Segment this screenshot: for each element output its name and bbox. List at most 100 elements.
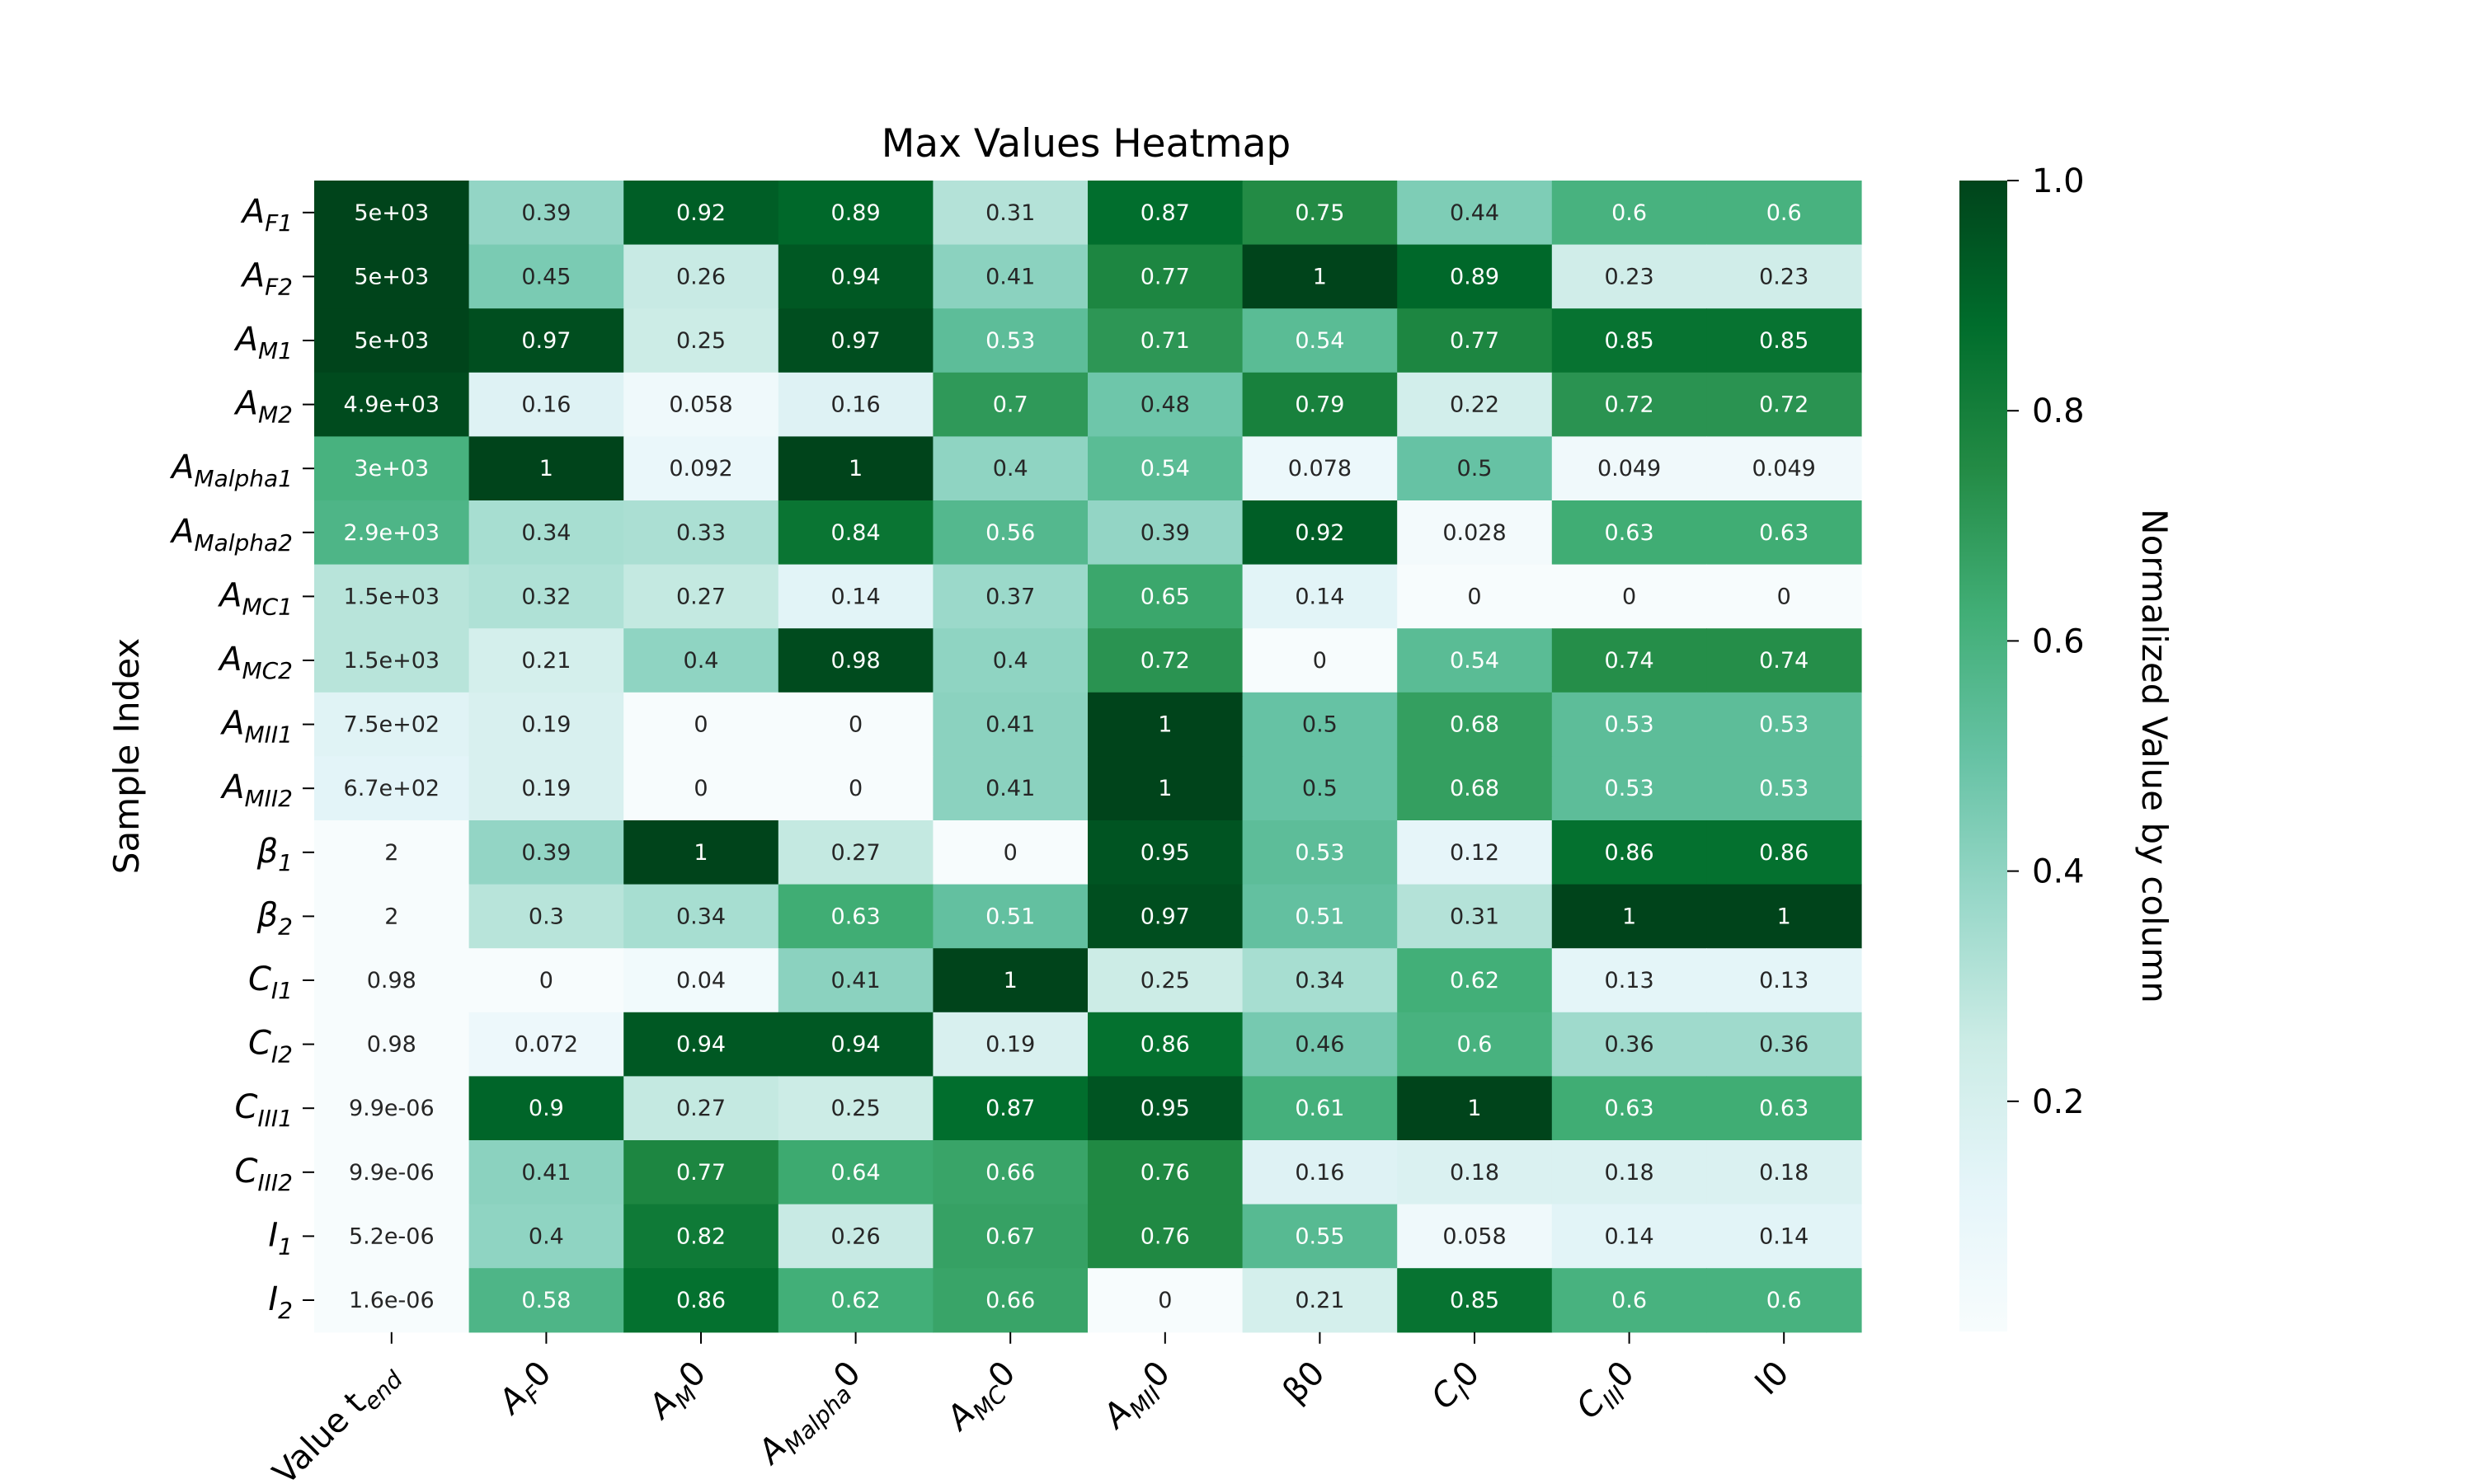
cell-value-label: 0.33 xyxy=(676,520,726,546)
cell-value-label: 0.63 xyxy=(1605,520,1654,546)
heatmap-cell xyxy=(1088,1204,1244,1269)
cell-value-label: 0.77 xyxy=(676,1160,726,1186)
cell-value-label: 0.82 xyxy=(676,1223,726,1249)
cell-value-label: 0.86 xyxy=(1605,840,1654,866)
cell-value-label: 0.6 xyxy=(1611,200,1647,226)
colorbar-tick-label: 0.2 xyxy=(2032,1083,2085,1121)
heatmap-cell xyxy=(623,756,779,821)
cell-value-label: 0 xyxy=(1467,584,1481,609)
heatmap-cell xyxy=(1088,1140,1244,1205)
heatmap-cell xyxy=(1551,436,1707,501)
heatmap-cell xyxy=(1706,1076,1862,1141)
heatmap-cell xyxy=(1242,244,1398,309)
heatmap-cell xyxy=(623,628,779,693)
heatmap-cell xyxy=(623,884,779,949)
heatmap-cell xyxy=(933,500,1089,566)
cell-value-label: 0.86 xyxy=(676,1288,726,1313)
heatmap-cell xyxy=(1706,692,1862,757)
cell-value-label: 7.5e+02 xyxy=(344,712,440,738)
cell-value-label: 0.04 xyxy=(676,968,726,993)
heatmap-cell xyxy=(778,884,934,949)
heatmap-cell xyxy=(1551,500,1707,566)
heatmap-cell xyxy=(314,884,470,949)
cell-value-label: 0.66 xyxy=(985,1288,1035,1313)
cell-value-label: 0.34 xyxy=(676,904,726,929)
cell-value-label: 0.078 xyxy=(1288,456,1352,481)
row-label: AF2 xyxy=(240,256,293,300)
cell-value-label: 0.53 xyxy=(1605,776,1654,801)
heatmap-cell xyxy=(1551,756,1707,821)
heatmap-cell xyxy=(623,1268,779,1333)
heatmap-cell xyxy=(468,820,624,885)
cell-value-label: 0.31 xyxy=(1450,904,1499,929)
cell-value-label: 0.058 xyxy=(1442,1223,1506,1249)
heatmap-cell xyxy=(933,756,1089,821)
cell-value-label: 1.5e+03 xyxy=(344,648,440,674)
heatmap-cell xyxy=(623,692,779,757)
heatmap-cell xyxy=(1242,181,1398,246)
cell-value-label: 0 xyxy=(694,776,708,801)
colorbar-tick-label: 0.6 xyxy=(2032,622,2085,660)
heatmap-cell xyxy=(1706,308,1862,373)
cell-value-label: 1 xyxy=(1004,968,1018,993)
cell-value-label: 0.049 xyxy=(1597,456,1661,481)
heatmap-cell xyxy=(1706,564,1862,629)
heatmap-cell xyxy=(1706,756,1862,821)
cell-value-label: 0.39 xyxy=(521,200,571,226)
heatmap-cell xyxy=(1551,628,1707,693)
cell-value-label: 0.54 xyxy=(1295,328,1344,354)
heatmap-cell xyxy=(468,181,624,246)
cell-value-label: 0.55 xyxy=(1295,1223,1344,1249)
cell-value-label: 0.27 xyxy=(676,1096,726,1121)
heatmap-cell xyxy=(1551,372,1707,437)
cell-value-label: 0.74 xyxy=(1605,648,1654,674)
heatmap-cell xyxy=(623,500,779,566)
heatmap-cell xyxy=(933,820,1089,885)
heatmap-cell xyxy=(1242,756,1398,821)
heatmap-cell xyxy=(1706,820,1862,885)
cell-value-label: 1 xyxy=(694,840,708,866)
cell-value-label: 0.072 xyxy=(515,1032,578,1058)
heatmap-cell xyxy=(1551,181,1707,246)
cell-value-label: 1.5e+03 xyxy=(344,584,440,609)
heatmap-cell xyxy=(1397,1140,1553,1205)
heatmap-cell xyxy=(1397,692,1553,757)
cell-value-label: 0.63 xyxy=(1759,1096,1808,1121)
cell-value-label: 0.97 xyxy=(1141,904,1190,929)
column-label: AM0 xyxy=(640,1354,717,1431)
cell-value-label: 0.6 xyxy=(1611,1288,1647,1313)
cell-value-label: 0.3 xyxy=(529,904,564,929)
cell-value-label: 0.4 xyxy=(993,648,1028,674)
cell-value-label: 0.63 xyxy=(831,904,881,929)
heatmap-cell xyxy=(468,436,624,501)
heatmap-cell xyxy=(1088,181,1244,246)
heatmap-cell xyxy=(623,372,779,437)
cell-value-label: 5e+03 xyxy=(354,328,429,354)
cell-value-label: 0.92 xyxy=(676,200,726,226)
heatmap-cell xyxy=(933,1012,1089,1077)
heatmap-cell xyxy=(468,564,624,629)
cell-value-label: 0.77 xyxy=(1141,264,1190,289)
cell-value-label: 5e+03 xyxy=(354,264,429,289)
cell-value-label: 0.85 xyxy=(1450,1288,1499,1313)
heatmap-cell xyxy=(933,692,1089,757)
cell-value-label: 0.85 xyxy=(1759,328,1808,354)
heatmap-cell xyxy=(933,244,1089,309)
heatmap-cell xyxy=(1088,500,1244,566)
cell-value-label: 9.9e-06 xyxy=(349,1096,435,1121)
heatmap-cell xyxy=(778,820,934,885)
heatmap-cell xyxy=(1706,1140,1862,1205)
cell-value-label: 0.85 xyxy=(1605,328,1654,354)
heatmap-cell xyxy=(468,692,624,757)
heatmap-cell xyxy=(1551,692,1707,757)
cell-value-label: 0.41 xyxy=(985,776,1035,801)
cell-value-label: 0.058 xyxy=(669,392,732,418)
heatmap-cell xyxy=(623,436,779,501)
cell-value-label: 0.61 xyxy=(1295,1096,1344,1121)
heatmap-cell xyxy=(1551,1268,1707,1333)
cell-value-label: 0.14 xyxy=(1759,1223,1808,1249)
cell-value-label: 0.41 xyxy=(985,264,1035,289)
heatmap-cell xyxy=(1397,1012,1553,1077)
heatmap-cell xyxy=(778,564,934,629)
